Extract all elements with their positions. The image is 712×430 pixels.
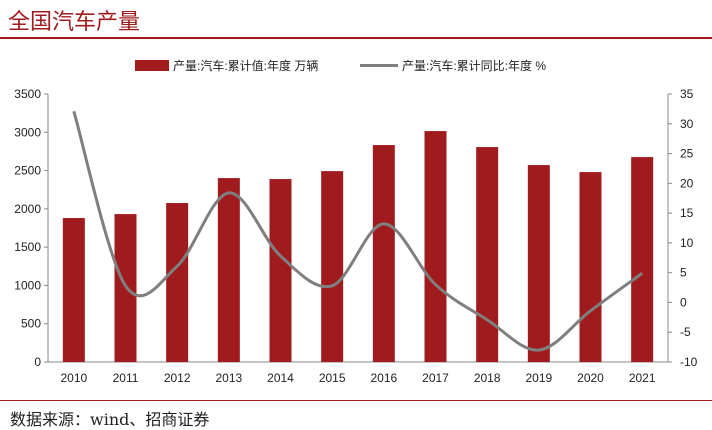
bar [425,131,447,362]
bar [580,172,602,362]
x-tick-label: 2011 [113,371,139,385]
right-tick-label: 30 [680,117,694,131]
left-tick-label: 2500 [14,164,41,178]
bar [270,179,292,362]
left-tick-label: 0 [34,355,41,369]
x-tick-label: 2012 [164,371,191,385]
x-tick-label: 2013 [215,371,242,385]
right-tick-label: 0 [680,295,687,309]
bar [63,218,85,362]
x-tick-label: 2015 [319,371,346,385]
x-tick-label: 2021 [629,371,656,385]
legend-line-label: 产量:汽车:累计同比:年度 % [402,58,546,73]
right-tick-label: 35 [680,87,694,101]
bar [476,147,498,362]
bar [528,165,550,362]
x-tick-label: 2010 [60,371,87,385]
x-tick-label: 2016 [370,371,397,385]
left-tick-label: 2000 [14,202,41,216]
right-tick-label: -5 [680,325,691,339]
chart: 0 500 1000 1500 2000 2500 3000 3500 -10 -5 0 5 10 15 2… [0,0,712,400]
left-tick-label: 1500 [14,240,41,254]
line-series [74,111,642,350]
footer-divider [0,400,712,401]
bar [631,157,653,362]
left-tick-label: 1000 [14,278,41,292]
legend-bar-label: 产量:汽车:累计值:年度 万辆 [173,58,318,73]
right-tick-label: -10 [680,355,698,369]
x-tick-label: 2019 [525,371,552,385]
bar [166,203,188,362]
bar [373,145,395,362]
left-tick-label: 3500 [14,87,41,101]
left-tick-label: 3000 [14,125,41,139]
x-tick-label: 2018 [474,371,501,385]
left-tick-label: 500 [21,317,41,331]
right-tick-label: 5 [680,266,687,280]
x-tick-label: 2014 [267,371,294,385]
right-tick-label: 25 [680,147,694,161]
x-tick-label: 2017 [422,371,449,385]
right-tick-label: 10 [680,236,694,250]
x-tick-label: 2020 [577,371,604,385]
bar [218,178,240,362]
right-tick-label: 15 [680,206,694,220]
right-tick-label: 20 [680,176,694,190]
legend-bar-swatch [135,60,169,71]
bar [321,171,343,362]
source-note: 数据来源：wind、招商证券 [10,406,209,430]
